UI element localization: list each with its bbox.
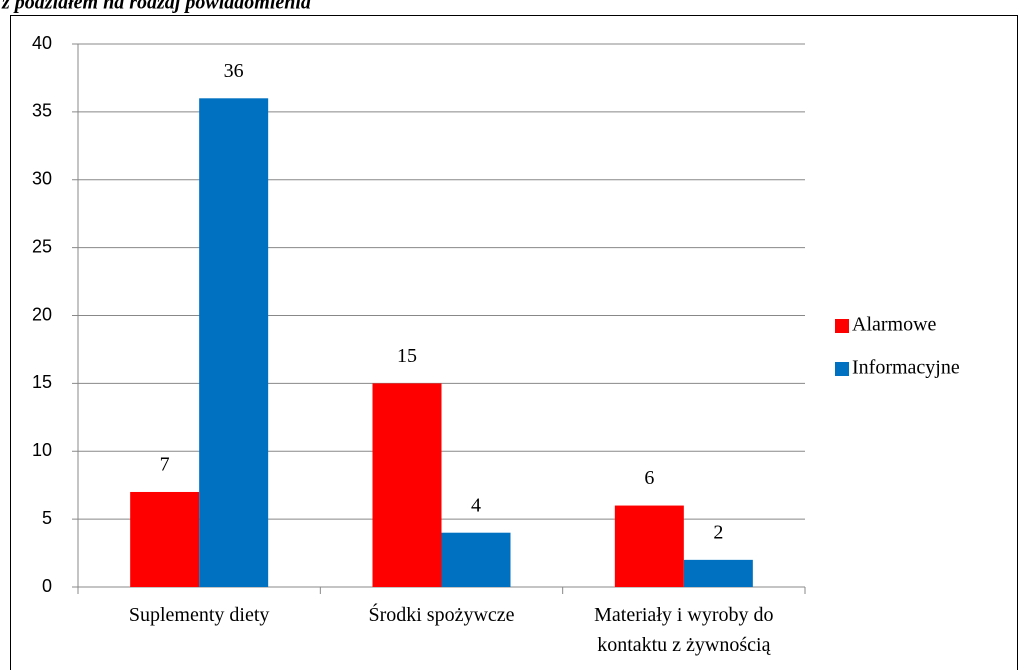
- y-tick-label: 15: [32, 372, 52, 392]
- bar: [614, 505, 684, 587]
- chart-border: [10, 15, 1018, 670]
- x-tick-label: Materiały i wyroby do kontaktu z żywnośc…: [594, 604, 774, 656]
- y-tick-label: 20: [32, 304, 52, 324]
- x-tick-label: Suplementy diety: [128, 604, 270, 626]
- legend-label: Informacyjne: [852, 357, 960, 379]
- y-tick-label: 40: [32, 33, 52, 53]
- y-tick-label: 25: [32, 236, 52, 256]
- y-tick-label: 0: [42, 576, 52, 596]
- y-tick-label: 10: [32, 440, 52, 460]
- chart-title: z podziałem na rodzaj powiadomienia: [1, 0, 311, 14]
- data-label: 7: [160, 454, 170, 476]
- legend-swatch: [835, 319, 849, 333]
- data-label: 4: [471, 494, 481, 516]
- y-tick-label: 5: [42, 508, 52, 528]
- legend-label: Alarmowe: [852, 314, 937, 336]
- x-tick-label: Środki spożywcze: [368, 604, 515, 626]
- data-label: 15: [397, 345, 417, 367]
- bar: [199, 98, 269, 588]
- bar: [130, 491, 200, 587]
- data-label: 36: [224, 60, 244, 82]
- data-label: 6: [644, 467, 654, 489]
- bar: [441, 532, 511, 587]
- y-tick-label: 30: [32, 169, 52, 189]
- bar: [372, 383, 442, 587]
- y-tick-label: 35: [32, 101, 52, 121]
- bar: [683, 559, 753, 587]
- data-label: 2: [713, 521, 723, 543]
- legend-swatch: [835, 362, 849, 376]
